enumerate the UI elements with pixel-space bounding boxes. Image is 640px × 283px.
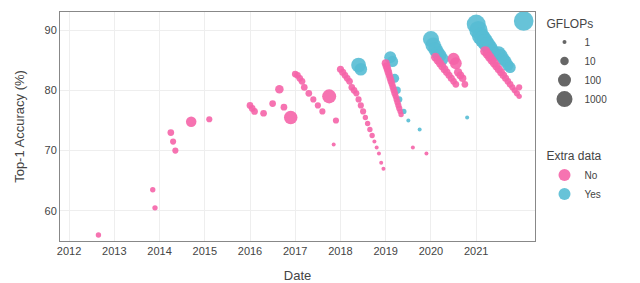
svg-text:2015: 2015 — [193, 245, 217, 257]
svg-text:2016: 2016 — [238, 245, 262, 257]
svg-text:GFLOPs: GFLOPs — [547, 17, 594, 31]
svg-text:80: 80 — [45, 84, 57, 96]
svg-text:2017: 2017 — [283, 245, 307, 257]
svg-text:90: 90 — [45, 24, 57, 36]
svg-text:2014: 2014 — [147, 245, 171, 257]
svg-text:Date: Date — [284, 268, 311, 283]
svg-text:100: 100 — [585, 75, 602, 86]
svg-text:60: 60 — [45, 205, 57, 217]
svg-text:1: 1 — [585, 37, 591, 48]
svg-text:2018: 2018 — [328, 245, 352, 257]
svg-text:2019: 2019 — [373, 245, 397, 257]
svg-text:2021: 2021 — [464, 245, 488, 257]
svg-text:Extra data: Extra data — [547, 149, 602, 163]
svg-text:Top-1 Accuracy (%): Top-1 Accuracy (%) — [12, 70, 27, 183]
svg-text:No: No — [585, 170, 598, 181]
svg-text:70: 70 — [45, 144, 57, 156]
svg-text:2013: 2013 — [102, 245, 126, 257]
svg-text:1000: 1000 — [585, 94, 608, 105]
svg-text:2020: 2020 — [419, 245, 443, 257]
svg-text:2012: 2012 — [57, 245, 81, 257]
svg-text:Yes: Yes — [585, 189, 601, 200]
svg-text:10: 10 — [585, 56, 597, 67]
